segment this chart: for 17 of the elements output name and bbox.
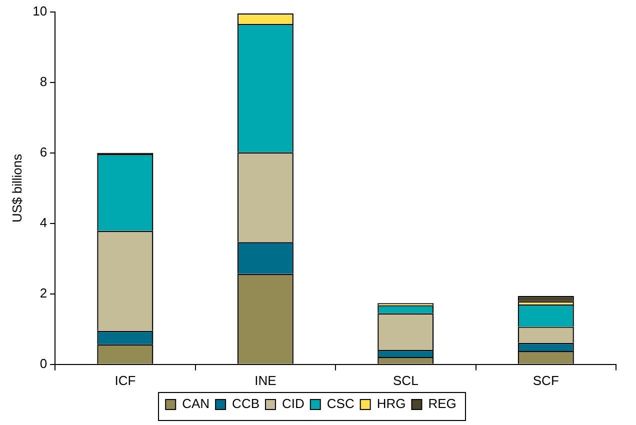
y-tick-label: 8 (40, 74, 48, 90)
legend-label: CCB (232, 396, 260, 412)
y-tick-label: 4 (40, 215, 48, 230)
x-tick-label: ICF (114, 372, 136, 388)
x-tick-label: SCF (532, 372, 559, 388)
y-axis-title: US$ billions (9, 153, 24, 223)
y-tick-label: 0 (40, 356, 48, 371)
legend-label: CSC (326, 396, 354, 412)
legend-label: HRG (376, 396, 406, 412)
x-tick-label: INE (254, 372, 277, 388)
y-tick-label: 6 (40, 144, 48, 160)
legend-label: REG (428, 396, 456, 412)
y-tick-label: 2 (40, 286, 48, 300)
legend-label: CID (282, 396, 304, 412)
y-tick-label: 10 (32, 4, 48, 19)
legend-label: CAN (182, 396, 210, 412)
x-tick-label: SCL (393, 372, 418, 388)
